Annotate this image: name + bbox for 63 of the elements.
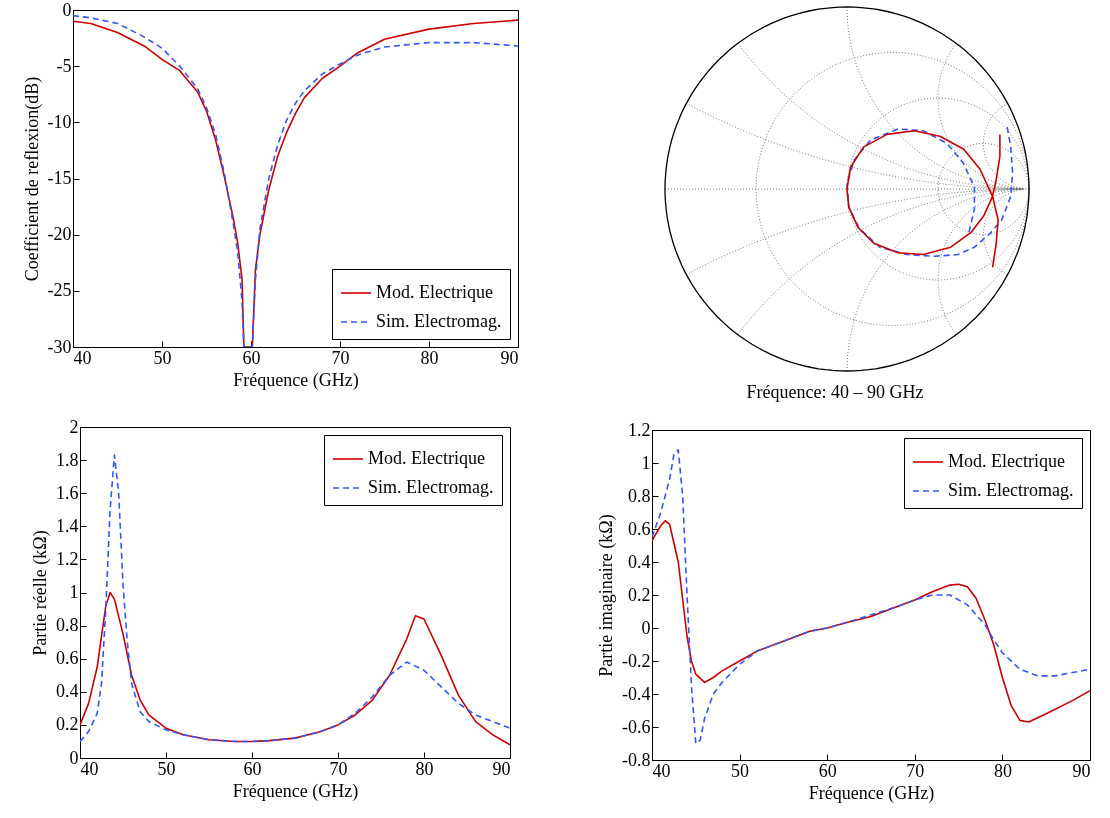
legend-label: Mod. Electrique <box>948 451 1065 471</box>
y-tick-label: 1.2 <box>56 548 79 569</box>
x-tick-label: 60 <box>818 760 837 781</box>
x-axis-title: Fréquence (GHz) <box>808 782 935 804</box>
y-tick-label: 0.4 <box>628 551 651 572</box>
x-tick-label: 80 <box>993 760 1012 781</box>
y-tick-label: 0.8 <box>56 615 79 636</box>
y-tick-label: 2 <box>69 416 79 437</box>
y-tick-label: 0 <box>641 617 651 638</box>
y-tick-label: 0.2 <box>628 584 651 605</box>
legend-label: Sim. Electromag. <box>948 480 1074 500</box>
y-tick-label: -5 <box>56 55 72 76</box>
y-tick-label: -10 <box>47 111 72 132</box>
x-tick-label: 60 <box>242 347 261 368</box>
text: Fréquence: 40 – 90 GHz <box>745 381 925 403</box>
x-axis-title: Fréquence (GHz) <box>233 369 359 391</box>
y-tick-label: 0.8 <box>628 485 651 506</box>
x-tick-label: 70 <box>329 758 348 779</box>
legend-label: Sim. Electromag. <box>368 477 494 497</box>
y-axis-title: Partie réelle (kΩ) <box>30 530 51 656</box>
y-tick-label: -0.6 <box>622 716 651 737</box>
x-tick-label: 50 <box>731 760 750 781</box>
y-tick-label: 1.4 <box>56 515 79 536</box>
line-series <box>652 449 1090 745</box>
y-tick-label: 0.4 <box>56 681 79 702</box>
legend-label: Sim. Electromag. <box>376 311 502 331</box>
x-tick-label: 60 <box>243 758 262 779</box>
x-tick-label: 90 <box>492 758 511 779</box>
y-tick-label: 1.6 <box>56 482 79 503</box>
y-tick-label: 1.2 <box>628 419 651 440</box>
x-tick-label: 50 <box>153 347 172 368</box>
y-tick-label: 0 <box>69 747 79 768</box>
x-tick-label: 90 <box>500 347 519 368</box>
y-axis-title: Coefficient de reflexion(dB) <box>21 76 43 282</box>
y-tick-label: -25 <box>47 280 72 301</box>
y-tick-label: -20 <box>47 224 72 245</box>
x-tick-label: 40 <box>80 758 99 779</box>
y-tick-label: 0 <box>62 0 72 20</box>
x-tick-label: 70 <box>906 760 925 781</box>
line-series <box>652 519 1090 723</box>
x-tick-label: 70 <box>331 347 350 368</box>
y-tick-label: -30 <box>47 336 72 357</box>
line-series <box>80 591 510 746</box>
legend-label: Mod. Electrique <box>376 282 493 302</box>
x-tick-label: 40 <box>652 760 671 781</box>
y-axis-title: Partie imaginaire (kΩ) <box>596 514 618 677</box>
x-tick-label: 80 <box>415 758 434 779</box>
x-tick-label: 50 <box>157 758 176 779</box>
y-tick-label: 1 <box>69 582 79 602</box>
y-tick-label: 0.6 <box>56 648 79 669</box>
y-tick-label: -15 <box>47 168 72 188</box>
y-tick-label: 0.6 <box>628 518 651 539</box>
legend-label: Mod. Electrique <box>368 448 485 468</box>
x-axis-title: Fréquence (GHz) <box>232 780 359 802</box>
y-tick-label: 1.8 <box>56 449 79 470</box>
y-tick-label: 0.2 <box>56 714 79 735</box>
y-tick-label: -0.4 <box>622 683 651 704</box>
x-tick-label: 80 <box>420 347 439 368</box>
y-tick-label: -0.8 <box>622 749 651 770</box>
y-tick-label: -0.2 <box>622 650 651 671</box>
x-tick-label: 40 <box>73 347 92 368</box>
x-tick-label: 90 <box>1072 760 1091 781</box>
y-tick-label: 1 <box>641 452 651 473</box>
